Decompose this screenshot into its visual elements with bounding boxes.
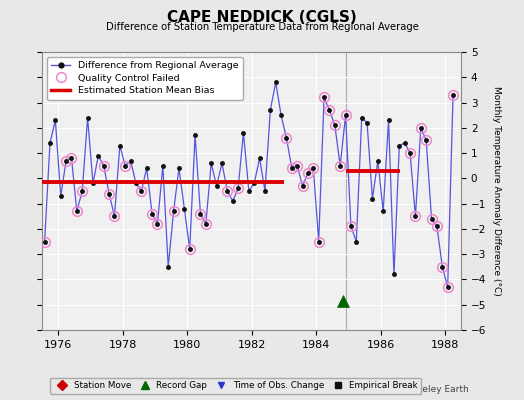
Legend: Station Move, Record Gap, Time of Obs. Change, Empirical Break: Station Move, Record Gap, Time of Obs. C… [50, 378, 421, 394]
Text: CAPE NEDDICK (CGLS): CAPE NEDDICK (CGLS) [167, 10, 357, 25]
Y-axis label: Monthly Temperature Anomaly Difference (°C): Monthly Temperature Anomaly Difference (… [492, 86, 501, 296]
Text: Berkeley Earth: Berkeley Earth [402, 385, 469, 394]
Legend: Difference from Regional Average, Quality Control Failed, Estimated Station Mean: Difference from Regional Average, Qualit… [47, 57, 243, 100]
Text: Difference of Station Temperature Data from Regional Average: Difference of Station Temperature Data f… [105, 22, 419, 32]
